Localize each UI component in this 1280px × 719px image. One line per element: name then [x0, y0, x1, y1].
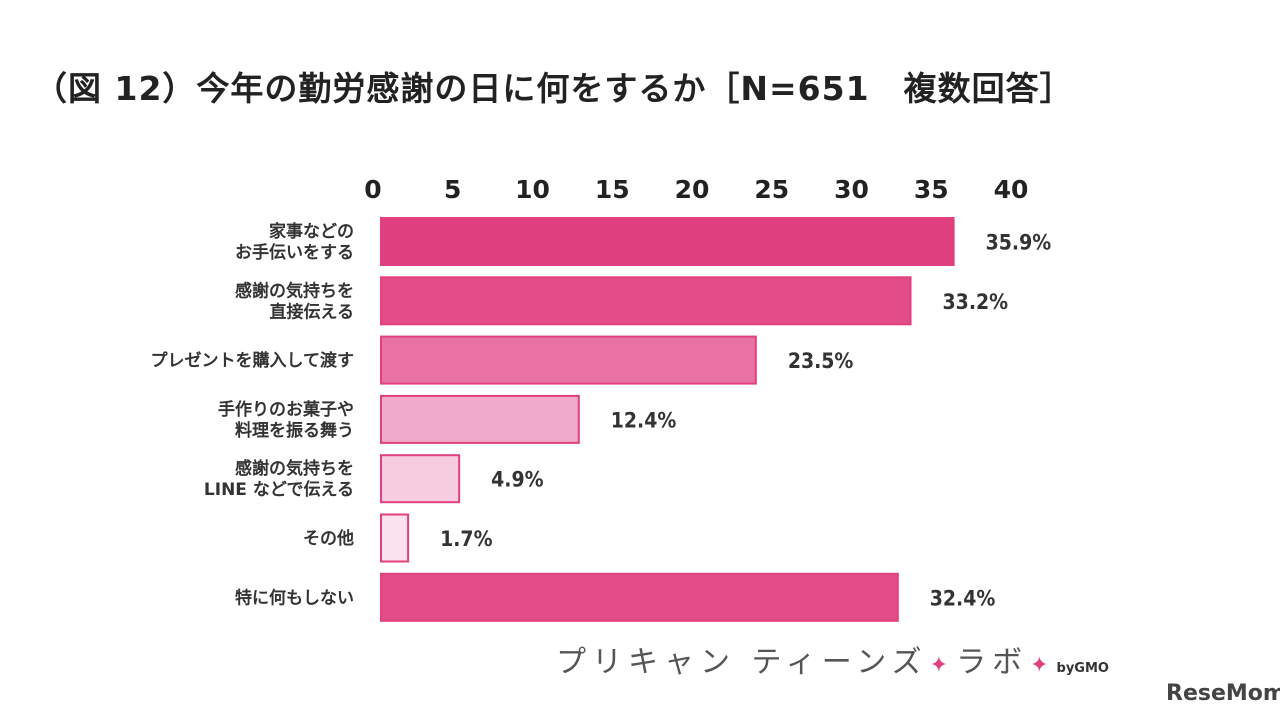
category-label: 家事などのお手伝いをする: [235, 221, 354, 263]
tick-label: 35: [914, 175, 949, 204]
brand-logo: プリキャン ティーンズ✦ラボ✦ byGMO: [556, 637, 1109, 681]
category-label: その他: [303, 528, 354, 549]
bar: [380, 276, 912, 326]
tick-label: 40: [994, 175, 1029, 204]
bar: [380, 572, 899, 622]
brand-name: プリキャン ティーンズ: [556, 645, 928, 680]
brand-name-2: ラボ: [956, 645, 1029, 680]
value-label: 33.2%: [943, 290, 1009, 314]
tick-label: 25: [754, 175, 789, 204]
category-label: 特に何もしない: [235, 587, 354, 608]
bar: [380, 217, 955, 266]
category-label: プレゼントを購入して渡す: [151, 350, 355, 371]
value-label: 32.4%: [930, 586, 996, 610]
sparkle-icon: ✦: [929, 653, 955, 678]
value-label: 12.4%: [611, 408, 677, 432]
value-label: 1.7%: [440, 527, 492, 551]
bar: [380, 335, 757, 385]
source-watermark: ReseMom: [1166, 681, 1280, 706]
value-label: 4.9%: [491, 468, 543, 492]
bar: [380, 513, 410, 563]
category-label: 手作りのお菓子や料理を振る舞う: [218, 399, 354, 441]
sparkle-icon-2: ✦: [1030, 653, 1055, 678]
tick-label: 0: [364, 175, 381, 204]
value-label: 35.9%: [986, 231, 1052, 255]
tick-label: 20: [675, 175, 710, 204]
tick-label: 15: [595, 175, 630, 204]
category-label: 感謝の気持ちを直接伝える: [235, 280, 354, 322]
bar: [380, 394, 580, 444]
tick-label: 10: [515, 175, 550, 204]
tick-label: 30: [834, 175, 869, 204]
category-label: 感謝の気持ちを LINE などで伝える: [204, 458, 354, 500]
brand-by: byGMO: [1056, 661, 1109, 676]
chart-title: （図 12）今年の勤労感謝の日に何をするか［N=651 複数回答］: [34, 69, 1074, 108]
bar: [380, 454, 461, 504]
tick-label: 5: [444, 175, 461, 204]
value-label: 23.5%: [788, 349, 854, 373]
